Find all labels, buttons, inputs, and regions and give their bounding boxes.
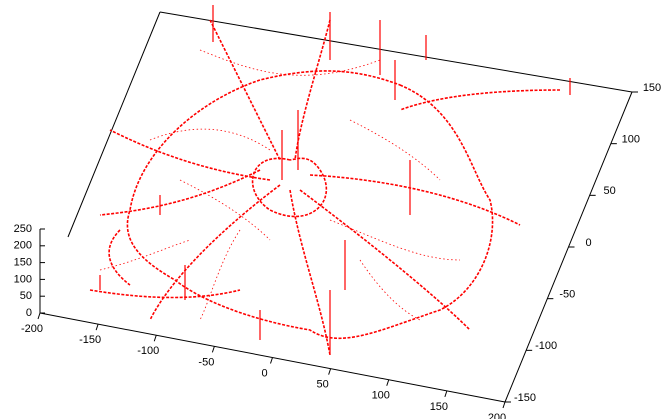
- z-tick-label: 50: [20, 290, 32, 302]
- x-tick-label: 50: [317, 379, 329, 391]
- x-tick-label: -150: [79, 334, 101, 346]
- z-tick-label: 200: [14, 240, 32, 252]
- z-tick-label: 100: [14, 273, 32, 285]
- x-tick: [154, 335, 156, 341]
- x-tick-label: -200: [21, 323, 43, 335]
- y-tick-label: 150: [643, 82, 661, 94]
- spikes: [100, 5, 570, 355]
- x-tick: [329, 369, 331, 375]
- z-tick-label: 150: [14, 257, 32, 269]
- x-tick: [38, 313, 40, 319]
- west-roads: [90, 230, 240, 298]
- x-tick: [212, 346, 214, 352]
- x-tick: [271, 358, 273, 364]
- road-network: [90, 20, 560, 355]
- left-edge: [68, 12, 160, 237]
- back-edge: [160, 12, 632, 92]
- y-tick-label: 50: [604, 185, 616, 197]
- x-tick-label: 100: [372, 390, 390, 402]
- inner-ring: [253, 158, 327, 216]
- y-tick-label: -50: [559, 289, 575, 301]
- x-tick: [503, 402, 505, 408]
- y-tick-label: -100: [535, 340, 557, 352]
- x-tick: [387, 380, 389, 386]
- y-tick-label: 100: [622, 134, 640, 146]
- z-tick-label: 0: [26, 307, 32, 319]
- z-tick-label: 250: [14, 223, 32, 235]
- x-tick-label: 150: [430, 401, 448, 413]
- outer-ring: [127, 71, 492, 338]
- x-tick: [445, 391, 447, 397]
- x-tick-label: 0: [261, 367, 267, 379]
- y-tick-label: -150: [514, 392, 536, 404]
- x-tick: [96, 324, 98, 330]
- x-tick-label: 200: [488, 412, 506, 419]
- chart: -200 -150 -100 -50 0 50 100 150 200 -150 -100 -50 0 5…: [0, 0, 665, 419]
- y-tick-label: 0: [585, 237, 591, 249]
- x-tick-label: -100: [137, 345, 159, 357]
- x-tick-label: -50: [198, 356, 214, 368]
